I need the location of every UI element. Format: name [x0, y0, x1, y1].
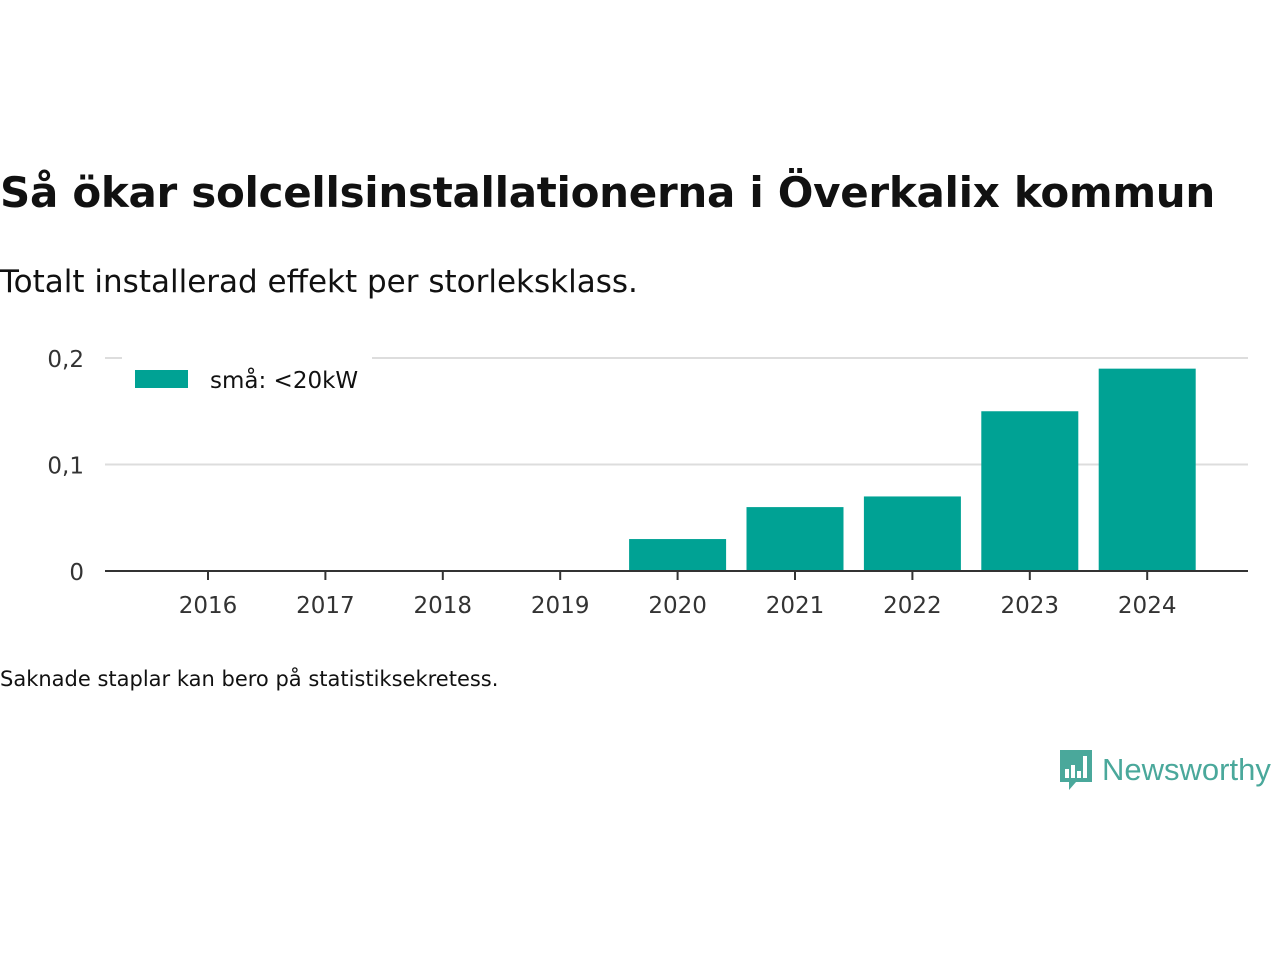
bars — [629, 368, 1196, 571]
x-tick-label: 2019 — [531, 593, 590, 619]
bar-chart-speech-bubble-icon — [1060, 750, 1092, 790]
brand-logo: Newsworthy — [1058, 748, 1271, 792]
bar — [629, 539, 727, 571]
x-axis-ticks: 2016 2017 2018 2019 2020 2021 2022 2023 2024 — [179, 571, 1177, 619]
bar — [863, 496, 961, 571]
x-tick-label: 2021 — [766, 593, 825, 619]
bar — [981, 411, 1079, 571]
legend: små: <20kW — [122, 354, 372, 400]
y-tick-label: 0 — [69, 560, 84, 586]
chart-title: Så ökar solcellsinstallationerna i Överk… — [0, 168, 1216, 217]
x-tick-label: 2016 — [179, 593, 238, 619]
bar — [1098, 368, 1196, 571]
y-tick-label: 0,1 — [47, 454, 84, 480]
bar-chart: 2016 2017 2018 2019 2020 2021 2022 2023 2024 0 0,… — [47, 347, 1248, 619]
chart-subtitle: Totalt installerad effekt per storlekskl… — [0, 264, 638, 300]
footnote: Saknade staplar kan bero på statistiksek… — [0, 667, 499, 691]
x-tick-label: 2020 — [648, 593, 707, 619]
y-tick-label: 0,2 — [47, 347, 84, 373]
legend-label: små: <20kW — [210, 366, 358, 394]
x-tick-label: 2022 — [883, 593, 942, 619]
x-tick-label: 2018 — [414, 593, 473, 619]
y-axis-ticks: 0 0,1 0,2 — [47, 347, 84, 586]
x-tick-label: 2017 — [296, 593, 355, 619]
legend-swatch — [135, 370, 188, 388]
x-tick-label: 2024 — [1118, 593, 1177, 619]
bar — [746, 507, 844, 571]
x-tick-label: 2023 — [1001, 593, 1060, 619]
brand-name: Newsworthy — [1102, 752, 1271, 787]
